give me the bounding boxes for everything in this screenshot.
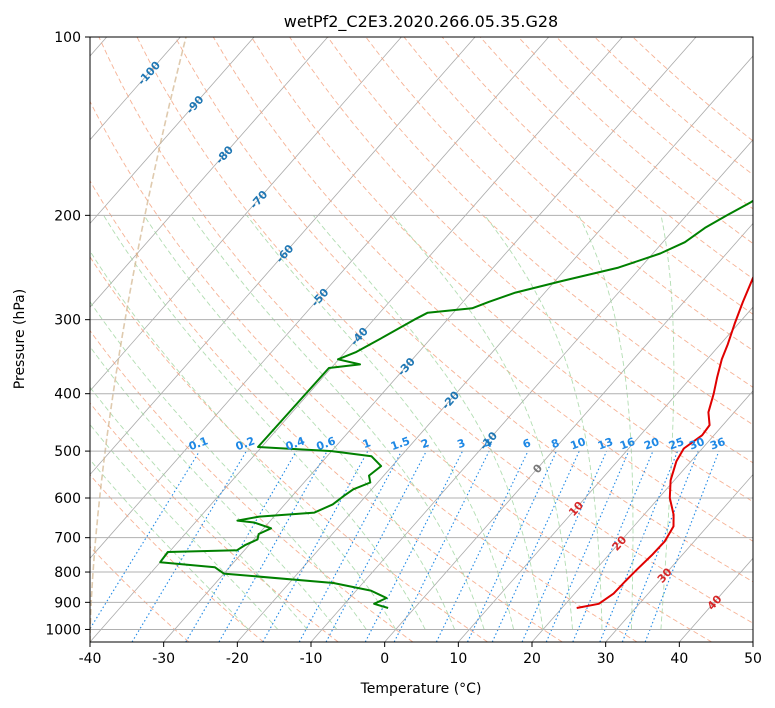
mixing-ratio-line bbox=[90, 450, 200, 630]
y-tick-label: 800 bbox=[54, 565, 81, 581]
mixing-ratio-label: 36 bbox=[708, 435, 727, 453]
mixing-ratio-label: 30 bbox=[688, 435, 707, 453]
isotherm-line bbox=[90, 37, 402, 392]
mixing-ratio-line bbox=[262, 450, 369, 642]
plot-frame bbox=[89, 36, 754, 643]
dry-adiabat-line bbox=[289, 37, 753, 464]
mixing-ratio-label: 20 bbox=[642, 435, 661, 453]
isotherm-line bbox=[605, 473, 753, 642]
isotherm-line bbox=[90, 37, 476, 476]
dry-adiabat-line bbox=[441, 37, 753, 315]
mixing-ratio-label: 0.2 bbox=[234, 434, 257, 453]
dry-adiabat-line bbox=[403, 37, 753, 352]
plot-background bbox=[90, 37, 753, 642]
isotherm-line bbox=[90, 37, 623, 642]
x-axis-title: Temperature (°C) bbox=[360, 681, 482, 697]
y-tick-label: 700 bbox=[54, 531, 81, 547]
dry-adiabat-line bbox=[90, 329, 414, 642]
y-tick-label: 100 bbox=[54, 30, 81, 46]
isotherm-line bbox=[90, 37, 329, 308]
isotherm-line bbox=[90, 37, 181, 141]
x-tick-label: 40 bbox=[670, 651, 688, 667]
lcl-curve bbox=[90, 37, 187, 642]
mixing-ratio-line bbox=[435, 450, 529, 642]
mixing-ratio-line bbox=[545, 450, 630, 642]
x-tick-label: -10 bbox=[300, 651, 323, 667]
mixing-ratio-label: 16 bbox=[618, 435, 637, 453]
isotherm-line bbox=[90, 37, 255, 225]
y-tick-label: 400 bbox=[54, 387, 81, 403]
dry-adiabat-line bbox=[90, 100, 638, 642]
x-tick-label: 30 bbox=[597, 651, 615, 667]
x-tick-label: -30 bbox=[152, 651, 175, 667]
y-tick-label: 300 bbox=[54, 313, 81, 329]
x-tick-label: 50 bbox=[744, 651, 762, 667]
isotherm-line bbox=[384, 222, 753, 642]
isotherm-line bbox=[90, 37, 550, 559]
mixing-ratio-label: 25 bbox=[667, 435, 686, 452]
dry-adiabat-line bbox=[98, 37, 712, 642]
mixing-ratio-line bbox=[185, 450, 297, 642]
mixing-ratio-label: 6 bbox=[521, 436, 533, 451]
isotherm-line bbox=[458, 306, 753, 642]
mixing-ratio-label: 0.1 bbox=[187, 434, 210, 453]
mixing-ratio-label: 4 bbox=[482, 436, 494, 451]
y-tick-label: 500 bbox=[54, 444, 81, 460]
temperature-profile-line bbox=[576, 275, 753, 609]
x-tick-label: -20 bbox=[226, 651, 249, 667]
moist-adiabat-line bbox=[90, 459, 249, 630]
y-tick-label: 900 bbox=[54, 595, 81, 611]
y-tick-label: 600 bbox=[54, 491, 81, 507]
mixing-ratio-label: 10 bbox=[569, 435, 588, 453]
dry-adiabat-line bbox=[327, 37, 753, 426]
mixing-ratio-label: 1 bbox=[361, 436, 373, 451]
dry-adiabat-line bbox=[90, 402, 339, 642]
isotherm-line bbox=[531, 390, 753, 642]
moist-adiabat-line bbox=[90, 250, 397, 630]
mixing-ratio-line bbox=[572, 450, 654, 642]
mixing-ratio-label: 0.4 bbox=[284, 434, 307, 453]
x-tick-label: 0 bbox=[380, 651, 389, 667]
x-axis-ticks: -40 -30 -20 -10 0 10 20 30 40 50 bbox=[79, 642, 762, 667]
y-axis-title: Pressure (hPa) bbox=[12, 289, 28, 389]
mixing-ratio-label: 13 bbox=[596, 435, 615, 452]
mixing-ratio-line bbox=[467, 450, 558, 642]
x-tick-label: 20 bbox=[523, 651, 541, 667]
mixing-ratio-line bbox=[131, 450, 247, 642]
mixing-ratio-label: 1.5 bbox=[389, 434, 412, 453]
isotherm-line bbox=[237, 55, 753, 642]
x-tick-label: -40 bbox=[79, 651, 102, 667]
y-tick-label: 1000 bbox=[45, 622, 81, 638]
dry-adiabat-line bbox=[174, 37, 753, 583]
mixing-ratio-label: 8 bbox=[550, 436, 562, 451]
chart-title: wetPf2_C2E3.2020.266.05.35.G28 bbox=[284, 12, 558, 32]
mixing-ratio-label: 3 bbox=[456, 436, 468, 451]
dry-adiabat-line bbox=[90, 256, 488, 642]
y-tick-label: 200 bbox=[54, 208, 81, 224]
dry-adiabat-line bbox=[90, 180, 563, 642]
y-axis-ticks: 100 200 300 400 500 600 700 800 900 1000 bbox=[45, 30, 90, 638]
mixing-ratio-line bbox=[521, 450, 608, 642]
x-tick-label: 10 bbox=[449, 651, 467, 667]
pressure-gridlines bbox=[90, 37, 753, 630]
mixing-ratio-line bbox=[491, 450, 580, 642]
mixing-ratio-line bbox=[218, 450, 328, 642]
dewpoint-profile-line bbox=[159, 199, 753, 609]
dry-adiabat-line bbox=[251, 37, 753, 503]
mixing-ratio-line bbox=[298, 450, 403, 642]
mixing-ratio-label: 0.6 bbox=[315, 434, 338, 453]
dry-adiabat-line bbox=[136, 37, 753, 624]
mixing-ratio-label: 2 bbox=[419, 436, 431, 451]
dry-adiabat-line bbox=[212, 37, 753, 542]
isotherm-line bbox=[752, 641, 753, 642]
series-layer bbox=[159, 199, 753, 609]
